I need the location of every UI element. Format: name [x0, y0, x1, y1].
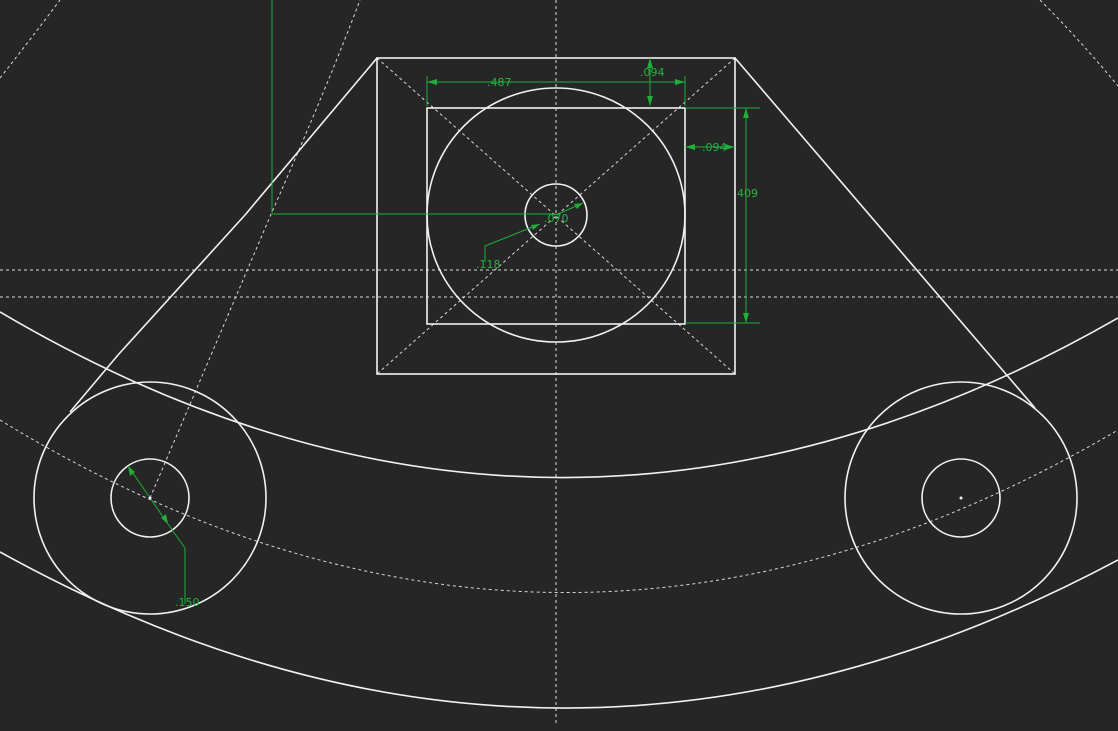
dim-150-arrow-top: [128, 466, 135, 476]
diagonal-2: [376, 57, 736, 375]
dim-150-leader: [167, 523, 186, 604]
right-tangent[interactable]: [734, 57, 1036, 409]
dimension-labels: .487 .094 .094 409 .070 .118 .150: [175, 66, 758, 609]
left-tangent-upper[interactable]: [244, 57, 378, 216]
dim-409-label[interactable]: 409: [737, 187, 758, 200]
bolt-circle-arc: [0, 419, 1118, 593]
right-boss-outer[interactable]: [844, 381, 1078, 615]
left-boss-outer[interactable]: [33, 381, 267, 615]
left-boss-center-point: [148, 496, 152, 500]
dim-118-arrow: [531, 224, 540, 230]
left-tangent-end[interactable]: [69, 354, 119, 413]
right-boss-hole[interactable]: [921, 458, 1001, 538]
dim-094-right-arrow-right: [725, 144, 735, 150]
construction-line-left: [149, 0, 361, 499]
left-boss-hole[interactable]: [110, 458, 190, 538]
dim-150-diameter-line: [127, 465, 169, 525]
dim-487-arrow-right: [675, 79, 685, 85]
right-boss-center-point: [959, 496, 963, 500]
diagonal-1: [376, 57, 736, 375]
geometry: [0, 57, 1118, 709]
dimensions: [127, 0, 760, 604]
dim-409-arrow-down: [743, 313, 749, 323]
dim-094-top-label[interactable]: .094: [640, 66, 665, 79]
dim-070-arrow: [574, 203, 583, 209]
dim-150-label[interactable]: .150: [175, 596, 200, 609]
dim-487-label[interactable]: .487: [487, 76, 512, 89]
dim-150-arrow-bottom: [161, 514, 168, 524]
dim-487-arrow-left: [427, 79, 437, 85]
dim-094-right-arrow-left: [685, 144, 695, 150]
center-circle[interactable]: [524, 183, 588, 247]
dim-094-top-arrow-up: [647, 58, 653, 68]
outer-arc-upper[interactable]: [0, 311, 1118, 479]
left-tangent-lower[interactable]: [117, 214, 246, 356]
outer-square[interactable]: [376, 57, 736, 375]
large-circle[interactable]: [426, 87, 686, 343]
dim-118-label[interactable]: .118: [476, 258, 501, 271]
dim-094-right-label[interactable]: .094: [702, 141, 727, 154]
construction-arc-top-left: [0, 0, 61, 79]
construction-arc-top-right: [1039, 0, 1118, 87]
dim-070-label[interactable]: .070: [544, 212, 569, 225]
dim-409-arrow-up: [743, 108, 749, 118]
dim-094-top-arrow-down: [647, 96, 653, 106]
dim-118-leader: [484, 223, 541, 262]
outer-arc-lower[interactable]: [0, 551, 1118, 709]
